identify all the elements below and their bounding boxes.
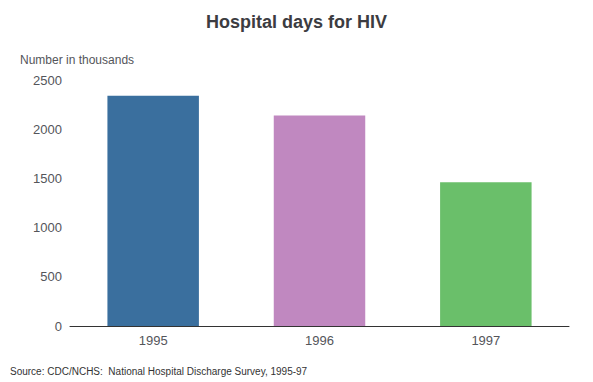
svg-text:0: 0 bbox=[55, 319, 62, 334]
svg-text:500: 500 bbox=[40, 269, 62, 284]
svg-text:Hospital days for HIV: Hospital days for HIV bbox=[206, 12, 387, 32]
svg-text:2500: 2500 bbox=[33, 73, 62, 88]
svg-text:2000: 2000 bbox=[33, 122, 62, 137]
svg-text:1000: 1000 bbox=[33, 220, 62, 235]
svg-text:1997: 1997 bbox=[471, 333, 500, 348]
svg-text:Number in thousands: Number in thousands bbox=[20, 53, 134, 67]
svg-text:1995: 1995 bbox=[139, 333, 168, 348]
svg-text:Source: CDC/NCHS: National Ho: Source: CDC/NCHS: National Hospital Disc… bbox=[10, 366, 308, 377]
svg-text:1996: 1996 bbox=[305, 333, 334, 348]
svg-text:1500: 1500 bbox=[33, 171, 62, 186]
